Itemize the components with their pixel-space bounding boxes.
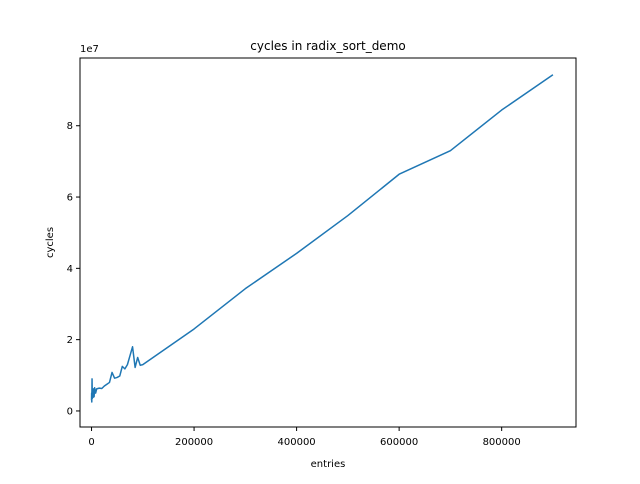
chart-title: cycles in radix_sort_demo bbox=[250, 39, 405, 53]
y-axis-label: cycles bbox=[45, 227, 56, 258]
y-tick-label: 8 bbox=[67, 121, 73, 132]
axis-ticks: 0 200000 400000 600000 800000 0 2 4 6 8 bbox=[67, 121, 521, 448]
x-tick-label: 200000 bbox=[175, 437, 213, 448]
x-tick-label: 0 bbox=[88, 437, 94, 448]
x-axis-label: entries bbox=[311, 459, 346, 470]
y-tick-label: 2 bbox=[67, 335, 73, 346]
plot-frame bbox=[79, 57, 577, 428]
x-tick-label: 600000 bbox=[380, 437, 418, 448]
x-tick-label: 400000 bbox=[278, 437, 316, 448]
y-tick-label: 4 bbox=[67, 264, 73, 275]
y-axis-offset-label: 1e7 bbox=[80, 44, 99, 55]
y-tick-label: 0 bbox=[67, 406, 73, 417]
y-tick-label: 6 bbox=[67, 193, 73, 204]
series-line-0 bbox=[90, 74, 554, 403]
x-tick-label: 800000 bbox=[483, 437, 521, 448]
data-layer bbox=[90, 74, 554, 403]
